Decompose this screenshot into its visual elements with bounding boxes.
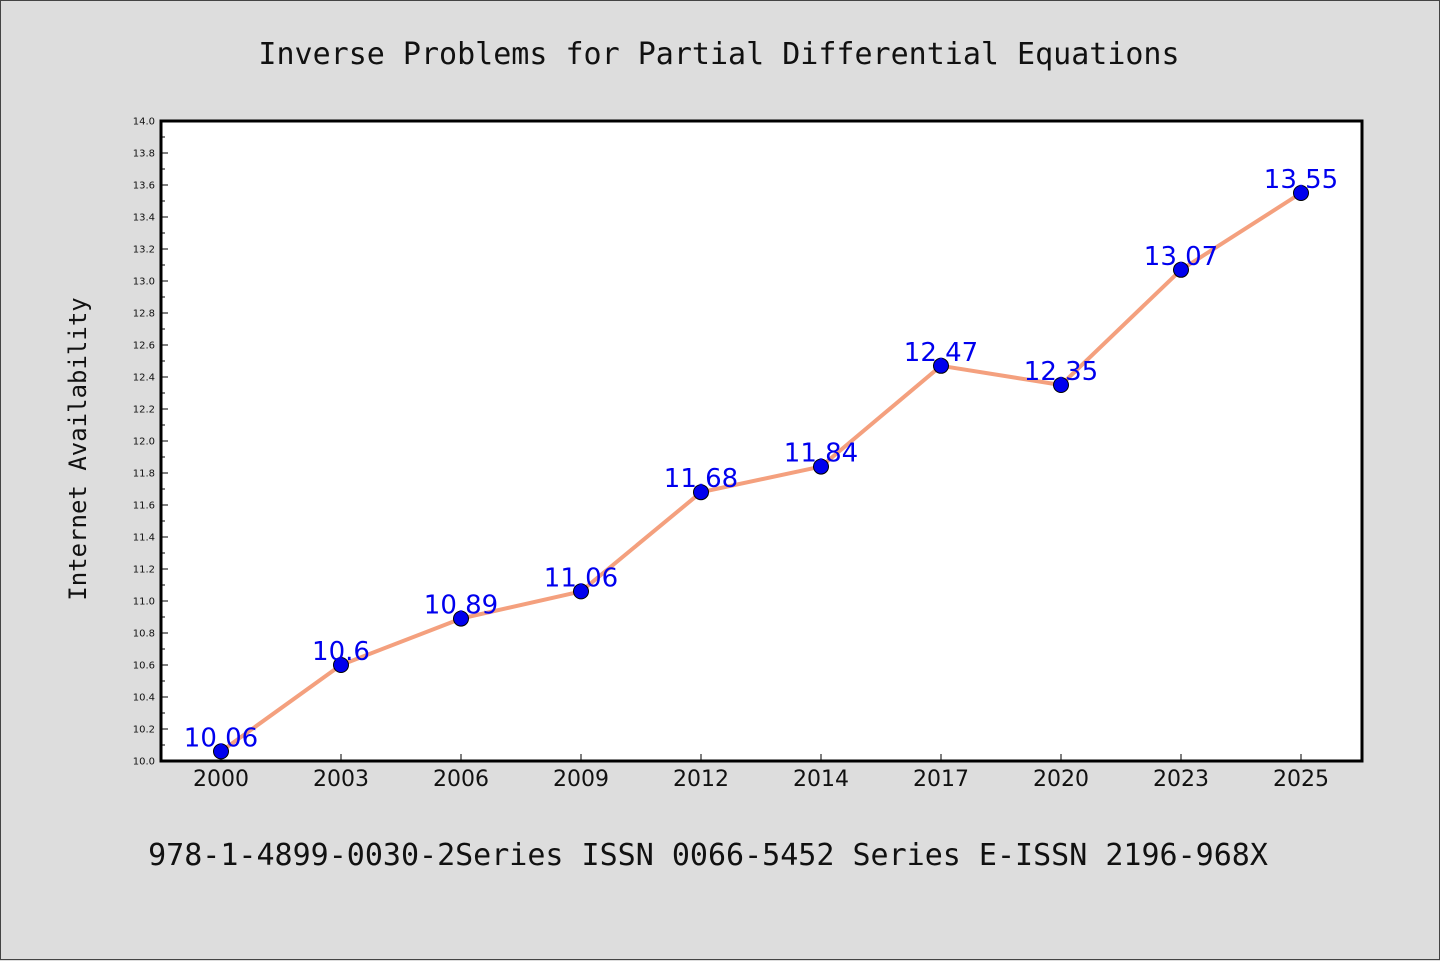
y-tick-label: 13.4 bbox=[133, 213, 155, 224]
series-line-group bbox=[219, 191, 1303, 754]
y-tick-label: 12.0 bbox=[133, 437, 155, 448]
y-tick-label: 12.6 bbox=[133, 341, 155, 352]
x-tick-label: 2009 bbox=[553, 767, 609, 792]
x-tick-label: 2023 bbox=[1153, 767, 1209, 792]
y-tick-label: 13.0 bbox=[133, 277, 155, 288]
y-tick-label: 10.0 bbox=[133, 757, 155, 768]
data-point bbox=[453, 610, 469, 627]
data-label: 12.35 bbox=[1024, 357, 1098, 387]
y-tick-label: 10.6 bbox=[133, 661, 155, 672]
y-tick-label: 13.2 bbox=[133, 245, 155, 256]
data-label: 11.84 bbox=[784, 439, 858, 469]
data-point bbox=[333, 657, 349, 673]
data-label: 10.89 bbox=[424, 591, 498, 621]
y-tick-label: 10.8 bbox=[133, 629, 155, 640]
plot-border bbox=[159, 119, 1364, 763]
y-tick-label: 14.0 bbox=[133, 117, 155, 128]
data-label: 11.06 bbox=[544, 563, 618, 593]
y-tick-label: 11.0 bbox=[133, 597, 155, 608]
plot-area bbox=[161, 121, 1362, 761]
x-tick-label: 2025 bbox=[1273, 767, 1329, 792]
x-tick-label: 2000 bbox=[193, 767, 249, 792]
y-tick-label: 10.2 bbox=[133, 725, 155, 736]
y-tick-label: 10.4 bbox=[133, 693, 155, 704]
y-tick-label: 11.4 bbox=[133, 533, 155, 544]
data-point bbox=[1293, 185, 1309, 201]
x-tick-label: 2014 bbox=[793, 767, 849, 792]
data-markers bbox=[213, 185, 1309, 760]
x-tick-label: 2006 bbox=[433, 767, 489, 792]
y-axis-label: Internet Availability bbox=[64, 297, 92, 600]
y-tick-label: 11.2 bbox=[133, 565, 155, 576]
y-tick-label: 13.6 bbox=[133, 181, 155, 192]
y-tick-label: 13.8 bbox=[133, 149, 155, 160]
data-label: 11.68 bbox=[664, 464, 738, 494]
data-labels: 10.06 10.6 10.89 11.06 11.68 11.84 12.47 12.35 1… bbox=[184, 165, 1338, 753]
x-tick-label: 2012 bbox=[673, 767, 729, 792]
chart-title: Inverse Problems for Partial Differentia… bbox=[258, 37, 1179, 72]
x-tick-label: 2003 bbox=[313, 767, 369, 792]
x-tick-label: 2017 bbox=[913, 767, 969, 792]
data-point bbox=[813, 458, 829, 475]
x-axis-ticks: 2000 2003 2006 2009 2012 2014 2017 2020 2023 2025 bbox=[193, 754, 1329, 792]
data-label: 10.06 bbox=[184, 723, 258, 753]
data-point bbox=[693, 484, 709, 501]
y-tick-label: 11.8 bbox=[133, 469, 155, 480]
data-point bbox=[1173, 261, 1189, 278]
x-tick-label: 2020 bbox=[1033, 767, 1089, 792]
data-label: 13.07 bbox=[1144, 242, 1218, 272]
data-label: 13.55 bbox=[1264, 165, 1338, 195]
data-point bbox=[933, 357, 949, 374]
data-point bbox=[213, 743, 229, 760]
series-line bbox=[219, 191, 1303, 754]
data-point bbox=[573, 583, 589, 600]
data-point bbox=[1053, 377, 1069, 393]
footer-text: 978-1-4899-0030-2Series ISSN 0066-5452 S… bbox=[148, 838, 1268, 873]
y-tick-label: 11.6 bbox=[133, 501, 155, 512]
data-label: 12.47 bbox=[904, 338, 978, 368]
data-label: 10.6 bbox=[312, 637, 370, 667]
y-tick-label: 12.2 bbox=[133, 405, 155, 416]
y-axis-ticks: 10.0 10.2 10.4 10.6 10.8 11.0 11.2 11.4 11.6 11.8… bbox=[133, 117, 168, 768]
y-tick-label: 12.4 bbox=[133, 373, 155, 384]
y-tick-label: 12.8 bbox=[133, 309, 155, 320]
